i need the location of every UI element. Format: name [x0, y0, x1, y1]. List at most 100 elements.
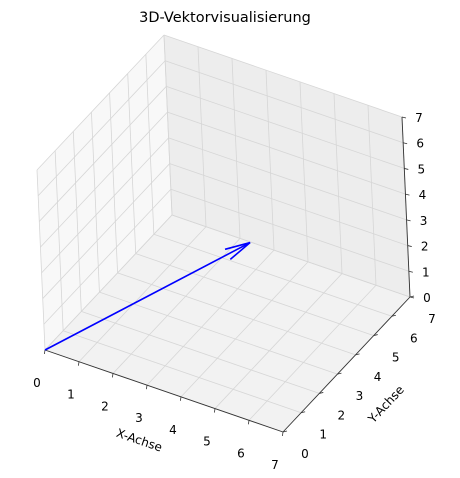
z-tick-mark [405, 193, 410, 196]
axis-panes [37, 35, 410, 432]
grid-line-side-y [163, 34, 173, 216]
z-tick-mark [409, 296, 415, 299]
grid-line-side-y [91, 112, 100, 293]
grid-line-back-x [265, 70, 275, 251]
grid-line-floor-x [180, 261, 309, 398]
grid-line-back-z [170, 188, 409, 272]
grid-line-side-z [38, 86, 167, 222]
grid-line-floor-x [146, 249, 275, 386]
z-tick-mark [407, 245, 412, 247]
x-tick-mark [214, 408, 216, 413]
z-tick-mark [408, 270, 413, 273]
x-tick-mark [78, 361, 80, 366]
grid-line-floor-y [117, 272, 356, 356]
x-tick-label: 4 [169, 423, 177, 437]
y-tick-mark [373, 334, 378, 336]
grid-line-floor-y [135, 253, 374, 336]
x-tick-label: 6 [237, 446, 245, 460]
z-tick-label: 6 [416, 137, 424, 151]
z-tick-label: 2 [421, 240, 429, 254]
x-tick-mark [146, 385, 148, 390]
pane-xy [45, 215, 410, 432]
y-tick-label: 0 [301, 447, 309, 461]
vector-head-left [229, 241, 251, 260]
grid-lines [36, 34, 411, 433]
x-tick-label: 3 [135, 411, 143, 425]
z-tick-mark [404, 168, 409, 170]
y-tick-mark [355, 353, 360, 356]
grid-line-back-z [168, 137, 407, 221]
y-tick-label: 3 [356, 389, 364, 403]
vector-shaft [44, 241, 251, 351]
y-tick-label: 7 [428, 312, 436, 326]
x-axis-line [44, 349, 284, 433]
z-axis-line [401, 116, 411, 298]
y-tick-label: 1 [319, 428, 327, 442]
grid-line-side-z [40, 111, 168, 248]
grid-line-back-x [231, 58, 241, 239]
grid-line-floor-x [112, 238, 241, 374]
x-tick-mark [282, 431, 284, 437]
grid-line-back-z [167, 111, 406, 195]
grid-line-floor-y [63, 330, 302, 414]
y-axis-label: Y-Achse [365, 383, 407, 427]
z-tick-label: 1 [422, 265, 430, 279]
z-tick-mark [403, 142, 408, 145]
grid-line-side-y [54, 150, 64, 331]
z-tick-label: 3 [420, 214, 428, 228]
pane-xz [164, 35, 410, 297]
z-tick-mark [406, 219, 411, 222]
y-axis-line [282, 296, 411, 433]
grid-line-floor-x [214, 273, 343, 409]
y-tick-mark [391, 314, 396, 317]
grid-line-back-x [333, 93, 343, 274]
y-tick-mark [319, 392, 324, 394]
y-tick-label: 6 [410, 331, 418, 345]
axis-lines [44, 116, 411, 433]
grid-line-floor-y [99, 291, 338, 375]
grid-line-back-z [171, 214, 411, 298]
z-tick-label: 5 [417, 162, 425, 176]
z-tick-label: 0 [423, 291, 431, 305]
x-tick-label: 0 [33, 376, 41, 390]
z-tick-label: 4 [419, 188, 427, 202]
grid-line-side-y [145, 54, 155, 235]
y-tick-label: 4 [374, 370, 382, 384]
y-tick-label: 2 [337, 408, 345, 422]
grid-line-back-z [165, 60, 404, 144]
x-tick-label: 1 [67, 388, 75, 402]
grid-line-back-x [197, 46, 207, 227]
grid-line-back-x [299, 81, 309, 262]
grid-line-side-z [36, 34, 165, 171]
x-tick-label: 5 [203, 435, 211, 449]
grid-line-floor-x [248, 285, 377, 421]
x-tick-mark [248, 420, 250, 425]
grid-line-side-y [36, 169, 46, 351]
grid-line-side-z [43, 189, 172, 325]
x-tick-mark [112, 373, 114, 378]
grid-line-side-y [127, 73, 137, 254]
x-tick-mark [180, 396, 182, 401]
y-tick-mark [301, 411, 306, 414]
z-tick-label: 7 [415, 111, 423, 125]
grid-line-side-z [37, 60, 166, 196]
vector-layer [44, 241, 251, 351]
grid-line-side-z [42, 163, 171, 299]
grid-line-floor-y [81, 311, 320, 394]
y-tick-mark [337, 372, 342, 375]
z-tick-mark [401, 116, 407, 119]
vector-head-right [224, 241, 251, 251]
grid-line-back-z [166, 86, 405, 169]
x-tick-label: 2 [101, 399, 109, 413]
grid-line-side-z [41, 137, 169, 274]
grid-line-back-z [169, 163, 408, 246]
grid-line-side-z [44, 214, 173, 351]
pane-yz [37, 35, 172, 350]
grid-line-back-x [367, 105, 377, 286]
y-tick-mark [282, 430, 288, 433]
x-tick-mark [44, 349, 46, 355]
grid-line-floor-x [78, 226, 207, 362]
grid-line-side-y [109, 92, 118, 273]
